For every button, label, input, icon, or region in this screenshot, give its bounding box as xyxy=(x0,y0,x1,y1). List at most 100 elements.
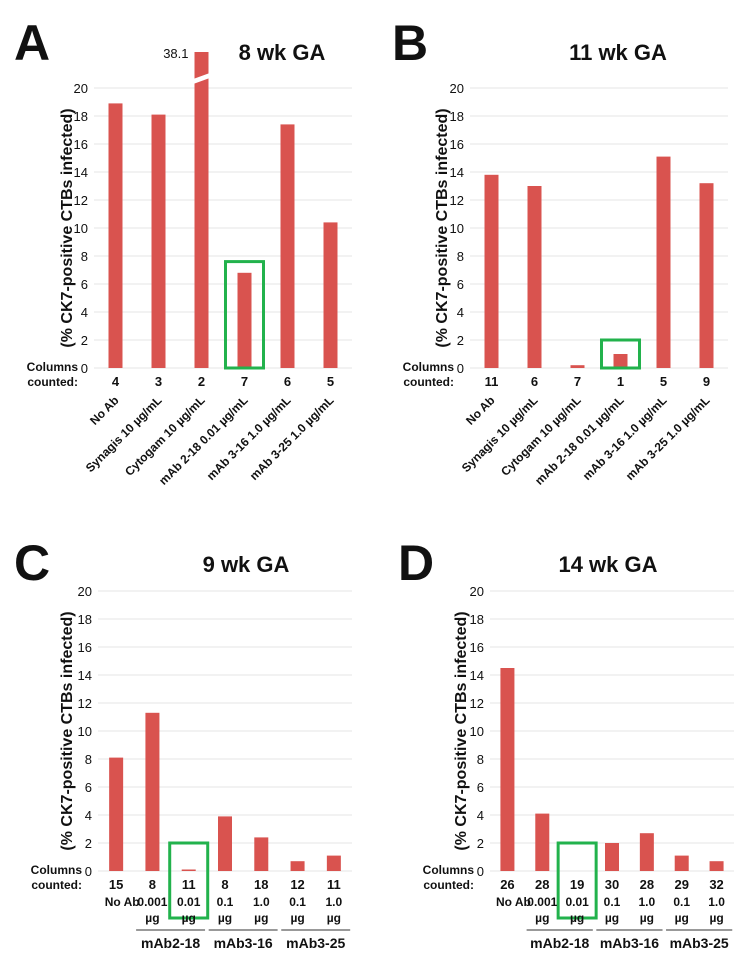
columns-counted-value: 4 xyxy=(112,374,120,389)
panel-title: 8 wk GA xyxy=(239,40,326,65)
y-axis-label: (% CK7-positive CTBs infected) xyxy=(434,108,451,347)
y-tick-label: 10 xyxy=(78,724,92,739)
columns-label: Columns xyxy=(403,360,455,374)
columns-counted-value: 11 xyxy=(327,877,341,892)
group-label: mAb2-18 xyxy=(141,935,200,951)
group-label: mAb2-18 xyxy=(530,935,589,951)
y-tick-label: 14 xyxy=(470,668,484,683)
bar xyxy=(500,668,515,871)
y-tick-label: 4 xyxy=(85,808,92,823)
columns-counted-value: 29 xyxy=(674,877,688,892)
columns-counted-value: 28 xyxy=(535,877,549,892)
bar xyxy=(254,837,269,871)
counted-label: counted: xyxy=(403,375,454,389)
bar xyxy=(323,222,338,368)
x-tick-label: 1.0 xyxy=(326,895,343,909)
columns-counted-value: 32 xyxy=(709,877,723,892)
x-tick-label: Cytogam 10 µg/mL xyxy=(122,393,208,479)
y-tick-label: 8 xyxy=(85,752,92,767)
y-tick-label: 14 xyxy=(450,165,464,180)
x-tick-unit: µg xyxy=(254,911,268,925)
y-tick-label: 18 xyxy=(470,612,484,627)
y-tick-label: 12 xyxy=(470,696,484,711)
columns-counted-value: 8 xyxy=(149,877,156,892)
y-tick-label: 2 xyxy=(85,836,92,851)
y-tick-label: 12 xyxy=(450,193,464,208)
y-tick-label: 14 xyxy=(74,165,88,180)
x-tick-label: 1.0 xyxy=(253,895,270,909)
bar xyxy=(656,156,671,368)
highlight-box xyxy=(168,841,210,920)
y-tick-label: 20 xyxy=(470,584,484,599)
bar xyxy=(290,861,305,871)
axis-break xyxy=(190,72,213,85)
y-tick-label: 6 xyxy=(85,780,92,795)
y-tick-label: 2 xyxy=(457,333,464,348)
bar xyxy=(709,861,724,871)
y-tick-label: 20 xyxy=(78,584,92,599)
group-label: mAb3-16 xyxy=(214,935,273,951)
bar xyxy=(108,103,123,369)
y-tick-label: 6 xyxy=(477,780,484,795)
y-tick-label: 0 xyxy=(81,361,88,376)
columns-counted-value: 19 xyxy=(570,877,584,892)
x-tick-unit: µg xyxy=(535,911,549,925)
x-tick-label: 1.0 xyxy=(708,895,725,909)
columns-counted-value: 7 xyxy=(574,374,581,389)
x-tick-label: No Ab xyxy=(463,393,498,428)
bar xyxy=(218,816,232,871)
x-tick-label: 0.1 xyxy=(289,895,306,909)
panel-letter: B xyxy=(392,15,428,71)
counted-label: counted: xyxy=(31,878,82,892)
x-tick-label: 0.001 xyxy=(527,895,557,909)
bar xyxy=(535,813,550,871)
y-tick-label: 8 xyxy=(477,752,484,767)
bar xyxy=(570,365,585,368)
bar xyxy=(639,833,654,871)
columns-counted-value: 8 xyxy=(221,877,228,892)
y-tick-label: 10 xyxy=(470,724,484,739)
y-axis-label: (% CK7-positive CTBs infected) xyxy=(59,611,76,850)
columns-counted-value: 7 xyxy=(241,374,248,389)
y-tick-label: 18 xyxy=(74,109,88,124)
x-tick-label: mAb 3-25 1.0 µg/mL xyxy=(247,393,337,483)
columns-counted-value: 11 xyxy=(485,374,499,389)
x-tick-label: No Ab xyxy=(87,393,122,428)
x-tick-label: Synagis 10 µg/mL xyxy=(459,393,541,475)
bar xyxy=(674,855,689,871)
columns-counted-value: 3 xyxy=(155,374,162,389)
panel-c: C 9 wk GA 0 2 4 6 8 10 12 14 16 18 20(% CK7-positive… xyxy=(14,535,352,951)
y-tick-label: 4 xyxy=(477,808,484,823)
y-tick-label: 10 xyxy=(74,221,88,236)
columns-counted-value: 30 xyxy=(605,877,619,892)
panel-title: 14 wk GA xyxy=(558,552,657,577)
bar xyxy=(484,174,499,368)
panel-d: D 14 wk GA 0 2 4 6 8 10 12 14 16 18 20(% CK7-positiv… xyxy=(398,535,734,951)
columns-counted-value: 5 xyxy=(327,374,334,389)
highlight-box xyxy=(556,841,598,920)
bar xyxy=(145,712,160,871)
y-tick-label: 18 xyxy=(78,612,92,627)
y-tick-label: 14 xyxy=(78,668,92,683)
x-tick-label: mAb 3-16 1.0 µg/mL xyxy=(580,393,670,483)
x-tick-label: No Ab xyxy=(496,895,531,909)
y-tick-label: 6 xyxy=(81,277,88,292)
y-tick-label: 0 xyxy=(457,361,464,376)
bar xyxy=(326,855,341,871)
columns-counted-value: 11 xyxy=(182,877,196,892)
y-tick-label: 4 xyxy=(81,305,88,320)
bar xyxy=(527,186,542,368)
columns-counted-value: 5 xyxy=(660,374,667,389)
group-label: mAb3-25 xyxy=(670,935,729,951)
x-tick-label: 0.01 xyxy=(565,895,589,909)
group-label: mAb3-25 xyxy=(286,935,345,951)
columns-counted-value: 15 xyxy=(109,877,123,892)
x-tick-unit: µg xyxy=(327,911,341,925)
columns-label: Columns xyxy=(423,863,475,877)
panel-letter: A xyxy=(14,15,50,71)
x-tick-label: 0.01 xyxy=(177,895,201,909)
x-tick-unit: µg xyxy=(182,911,196,925)
columns-counted-value: 9 xyxy=(703,374,710,389)
bar xyxy=(109,757,124,871)
